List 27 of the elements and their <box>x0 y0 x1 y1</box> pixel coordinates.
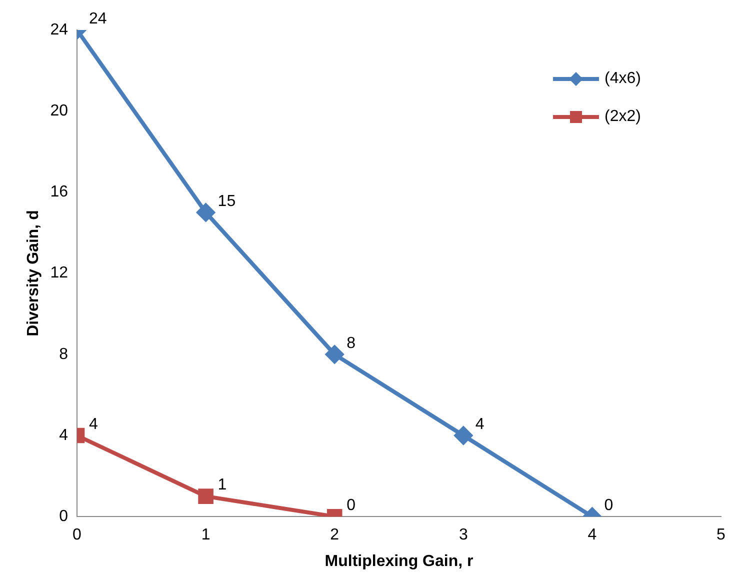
data-label: 0 <box>346 497 356 514</box>
y-tick-label: 24 <box>50 21 68 38</box>
y-tick-label: 12 <box>50 264 68 282</box>
x-tick-label: 3 <box>458 526 468 544</box>
y-tick-label: 0 <box>59 508 68 526</box>
legend-label: (4x6) <box>604 70 641 88</box>
y-tick-label: 16 <box>50 184 68 201</box>
point <box>326 345 344 364</box>
y-tick-label: 8 <box>59 346 68 363</box>
data-label: 0 <box>604 497 614 514</box>
x-tick-label: 1 <box>201 526 210 544</box>
x-tick-label: 4 <box>588 526 597 544</box>
x-tick-label: 2 <box>330 526 340 544</box>
x-tick-label: 0 <box>72 526 82 544</box>
legend-label: (2x2) <box>604 108 641 126</box>
x-tick-label: 5 <box>716 526 726 544</box>
data-label: 4 <box>88 416 98 433</box>
data-label: 8 <box>346 334 356 352</box>
point <box>454 426 472 444</box>
data-label: 15 <box>218 192 236 210</box>
x-axis-title: Multiplexing Gain, r <box>324 552 474 570</box>
y-axis-title: Diversity Gain, d <box>25 210 42 336</box>
data-label: 4 <box>475 416 484 433</box>
y-tick-label: 4 <box>59 426 68 444</box>
data-label: 24 <box>88 10 107 28</box>
y-tick-label: 20 <box>50 102 68 120</box>
data-label: 1 <box>218 476 227 494</box>
